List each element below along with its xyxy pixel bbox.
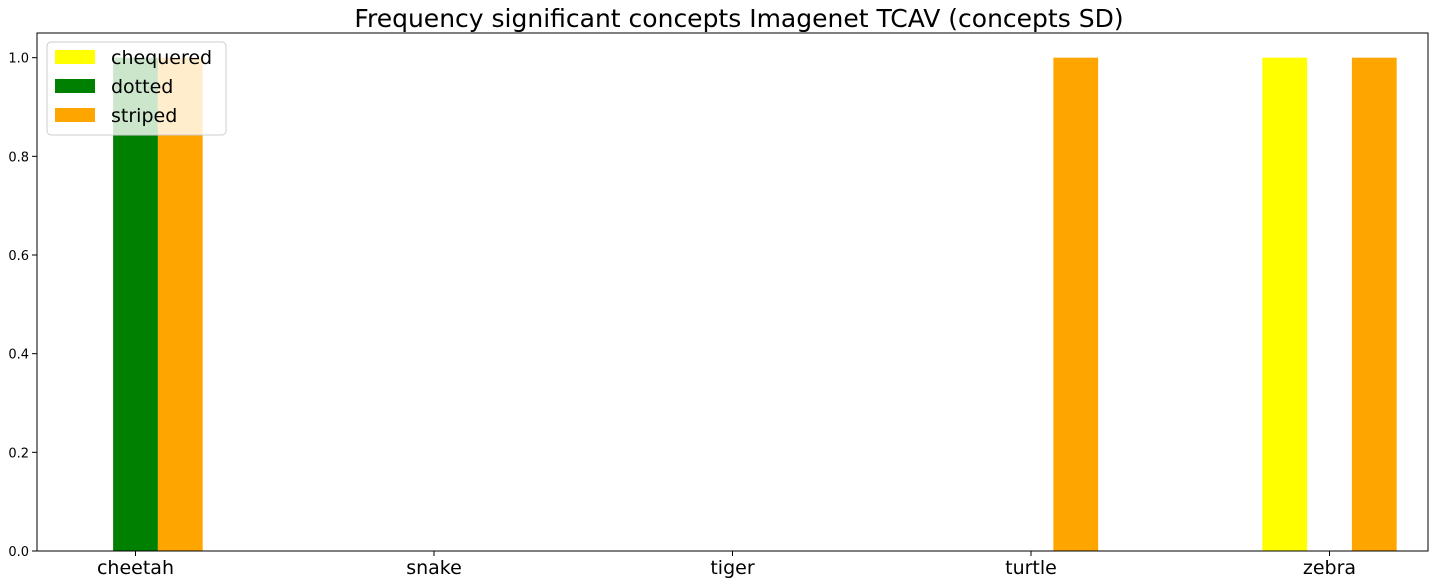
y-tick-label: 0.4 xyxy=(8,348,29,363)
legend-swatch-dotted xyxy=(55,79,95,93)
y-tick-label: 0.8 xyxy=(8,150,29,165)
legend-label-striped: striped xyxy=(111,105,177,127)
legend-label-dotted: dotted xyxy=(111,76,173,98)
legend: chequered dotted striped xyxy=(46,41,227,136)
chart-title: Frequency significant concepts Imagenet … xyxy=(354,4,1123,33)
legend-swatch-chequered xyxy=(55,50,95,64)
bar-chequered-zebra xyxy=(1262,57,1308,552)
y-tick-label: 1.0 xyxy=(8,52,29,67)
bar-striped-zebra xyxy=(1351,57,1397,552)
bar-striped-cheetah xyxy=(157,57,203,552)
x-tick-label: snake xyxy=(406,557,462,579)
y-axis: 0.0 0.2 0.4 0.6 0.8 1.0 xyxy=(8,52,37,560)
bars-layer xyxy=(113,57,1397,552)
x-tick-label: turtle xyxy=(1005,557,1057,579)
y-tick-label: 0.2 xyxy=(8,446,29,461)
plot-frame xyxy=(36,32,1429,552)
x-tick-label: cheetah xyxy=(97,557,174,579)
y-tick-label: 0.0 xyxy=(8,545,29,560)
bar-dotted-cheetah xyxy=(113,57,158,552)
legend-swatch-striped xyxy=(55,108,95,122)
x-tick-label: tiger xyxy=(710,557,754,579)
legend-label-chequered: chequered xyxy=(111,47,212,69)
x-tick-label: zebra xyxy=(1303,557,1356,579)
bar-striped-turtle xyxy=(1053,57,1099,552)
x-axis: cheetah snake tiger turtle zebra xyxy=(97,551,1356,579)
y-tick-label: 0.6 xyxy=(8,249,29,264)
